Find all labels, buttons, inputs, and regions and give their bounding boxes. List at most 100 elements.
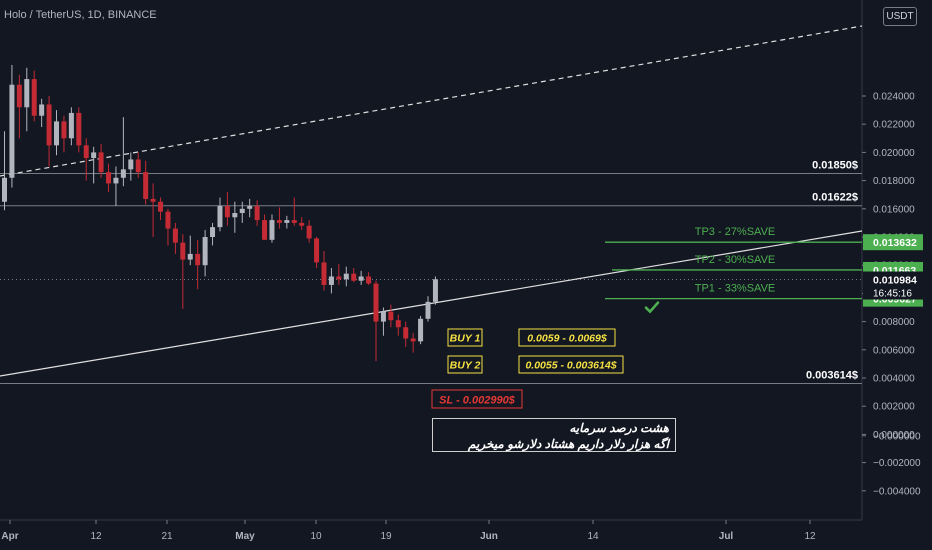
buy-name-box: [447, 355, 483, 374]
candle-body: [202, 237, 208, 266]
candle-body: [373, 283, 379, 322]
candle-body: [254, 205, 260, 221]
current-price-text: 0.010984: [873, 275, 917, 287]
candle-body: [187, 253, 193, 260]
time-tick-label: 21: [161, 531, 173, 542]
tp-price-text: 0.013632: [873, 237, 917, 249]
candle-body: [165, 211, 171, 229]
candle-body: [31, 79, 37, 116]
candle-body: [358, 276, 364, 281]
price-tick-label: 0.004000: [873, 374, 915, 385]
time-tick-label: May: [235, 531, 255, 542]
lower-trendline: [0, 230, 863, 377]
candle-body: [247, 205, 253, 209]
price-tick-label: −0.000000: [873, 431, 921, 442]
candle-body: [269, 220, 275, 240]
time-tick-label: Jun: [480, 531, 498, 542]
candle-body: [68, 112, 74, 139]
candle-body: [418, 318, 424, 342]
price-tick-label: 0.022000: [873, 120, 915, 131]
price-tick-label: 0.002000: [873, 402, 915, 413]
candle-body: [180, 242, 186, 260]
candle-body: [224, 205, 230, 218]
candle-body: [98, 152, 104, 173]
candle-body: [403, 327, 409, 339]
candle-body: [239, 208, 245, 214]
buy-range-text: 0.0055 - 0.003614$: [525, 360, 616, 372]
time-tick-label: Apr: [1, 531, 18, 542]
candle-body: [113, 177, 119, 184]
candle-body: [210, 227, 216, 237]
candle-body: [351, 273, 357, 281]
buy-range-box: [518, 328, 616, 347]
tp-label: TP1 - 33%SAVE: [695, 283, 776, 295]
chart-title: Holo / TetherUS, 1D, BINANCE: [4, 9, 157, 21]
candle-body: [217, 205, 223, 228]
candle-body: [262, 220, 268, 240]
buy-name-box: [447, 328, 483, 347]
candle-body: [172, 228, 178, 243]
time-tick-label: 14: [587, 531, 599, 542]
currency-button[interactable]: USDT: [883, 7, 917, 26]
candle-body: [395, 320, 401, 328]
buy-name-text: BUY 2: [450, 360, 481, 372]
candle-body: [232, 213, 238, 218]
candle-body: [106, 172, 112, 184]
candle-body: [380, 311, 386, 322]
price-tick-label: 0.018000: [873, 176, 915, 187]
candle-body: [54, 121, 60, 146]
time-tick-label: 10: [310, 531, 322, 542]
price-tick-label: 0.020000: [873, 148, 915, 159]
price-tick-label: 0.024000: [873, 92, 915, 103]
candle-body: [314, 238, 320, 263]
time-tick-label: 12: [804, 531, 816, 542]
price-level-label: 0.01622$: [812, 192, 858, 204]
candle-body: [91, 152, 97, 159]
candle-body: [291, 220, 297, 223]
time-tick-label: 19: [380, 531, 392, 542]
candle-body: [321, 262, 327, 285]
candle-body: [328, 276, 334, 285]
candle-body: [336, 276, 342, 280]
candle-body: [143, 172, 149, 199]
candle-body: [343, 273, 349, 280]
time-tick-label: 12: [90, 531, 102, 542]
candle-body: [120, 169, 126, 178]
price-tick-label: −0.004000: [873, 486, 921, 497]
price-level-label: 0.01850$: [812, 160, 858, 172]
stop-loss-box: [431, 389, 523, 409]
candle-body: [16, 84, 22, 108]
note-line-1: هشت درصد سرمایه: [569, 421, 669, 435]
buy-range-text: 0.0059 - 0.0069$: [527, 333, 607, 345]
candle-body: [46, 104, 52, 146]
countdown-text: 16:45:16: [873, 289, 912, 300]
price-tick-label: 0.000000: [873, 430, 915, 441]
candle-body: [61, 121, 67, 139]
candle-body: [432, 279, 438, 302]
time-tick-label: Jul: [719, 531, 734, 542]
price-tick-label: 0.008000: [873, 317, 915, 328]
candle-body: [410, 338, 416, 342]
candle-body: [9, 84, 15, 178]
candle-body: [158, 201, 164, 212]
candle-body: [76, 112, 82, 146]
candle-body: [150, 198, 156, 202]
candle-body: [299, 222, 305, 226]
current-price-badge: [863, 271, 923, 300]
candle-body: [276, 220, 282, 223]
candle-body: [366, 276, 372, 284]
candle-body: [39, 104, 45, 116]
candle-body: [83, 145, 89, 159]
buy-range-box: [518, 355, 624, 374]
candle-body: [135, 159, 141, 173]
buy-name-text: BUY 1: [450, 333, 481, 345]
strategy-note: هشت درصد سرمایه اگه هزار دلار داریم هشتا…: [432, 418, 676, 452]
candle-body: [284, 220, 290, 223]
candle-body: [388, 311, 394, 321]
tp-price-badge: [863, 234, 923, 251]
candle-body: [2, 177, 7, 202]
upper-trendline: [0, 25, 863, 177]
price-tick-label: 0.006000: [873, 345, 915, 356]
candle-body: [306, 225, 312, 239]
